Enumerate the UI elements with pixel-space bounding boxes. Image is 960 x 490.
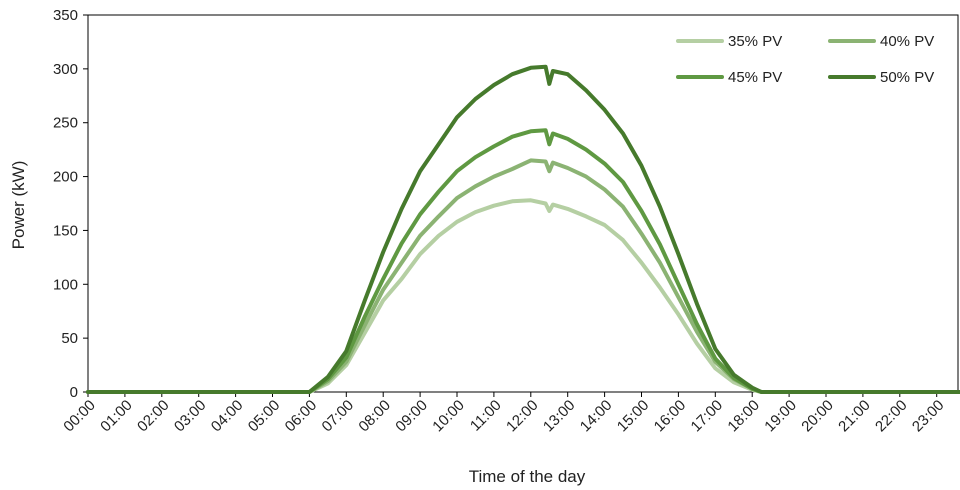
y-tick-label: 0: [70, 384, 78, 401]
x-tick-label: 08:00: [355, 397, 394, 436]
x-tick-label: 00:00: [60, 397, 99, 436]
x-tick-label: 14:00: [577, 397, 616, 436]
x-tick-label: 10:00: [429, 397, 468, 436]
y-axis: 0 50 100 150 200 250 300 350: [53, 7, 88, 401]
x-tick-label: 15:00: [614, 397, 653, 436]
x-tick-label: 13:00: [540, 397, 579, 436]
x-tick-label: 18:00: [724, 397, 763, 436]
legend: 35% PV 40% PV 45% PV 50% PV: [676, 33, 934, 86]
x-axis: 00:0001:0002:0003:0004:0005:0006:0007:00…: [60, 392, 948, 436]
series-line-35-pv: [86, 198, 960, 394]
x-tick-label: 06:00: [282, 397, 321, 436]
x-tick-label: 11:00: [467, 397, 505, 435]
legend-label: 50% PV: [880, 69, 934, 86]
x-tick-label: 22:00: [872, 397, 911, 436]
y-tick-label: 50: [61, 330, 78, 347]
y-tick-label: 250: [53, 115, 78, 132]
legend-label: 40% PV: [880, 33, 934, 50]
x-tick-label: 17:00: [688, 397, 727, 436]
x-tick-label: 01:00: [97, 397, 136, 436]
y-tick-label: 350: [53, 7, 78, 24]
legend-label: 35% PV: [728, 33, 782, 50]
x-tick-label: 23:00: [909, 397, 948, 436]
x-tick-label: 04:00: [208, 397, 247, 436]
series-line-40-pv: [86, 158, 960, 394]
y-tick-label: 200: [53, 169, 78, 186]
x-tick-label: 03:00: [171, 397, 210, 436]
x-tick-label: 20:00: [798, 397, 837, 436]
series-line-50-pv: [86, 64, 960, 394]
x-tick-label: 09:00: [392, 397, 431, 436]
plot-area: [87, 14, 959, 393]
plot-frame: [87, 14, 959, 393]
x-axis-title: Time of the day: [469, 467, 586, 486]
x-tick-label: 16:00: [651, 397, 690, 436]
series-group: [86, 64, 960, 394]
y-axis-title: Power (kW): [9, 161, 28, 250]
x-tick-label: 21:00: [835, 397, 874, 436]
x-tick-label: 02:00: [134, 397, 173, 436]
legend-label: 45% PV: [728, 69, 782, 86]
series-line-45-pv: [86, 128, 960, 394]
y-tick-label: 150: [53, 222, 78, 239]
x-tick-label: 19:00: [761, 397, 800, 436]
y-tick-label: 300: [53, 61, 78, 78]
x-tick-label: 12:00: [503, 397, 542, 436]
y-tick-label: 100: [53, 276, 78, 293]
x-tick-label: 07:00: [319, 397, 358, 436]
x-tick-label: 05:00: [245, 397, 284, 436]
